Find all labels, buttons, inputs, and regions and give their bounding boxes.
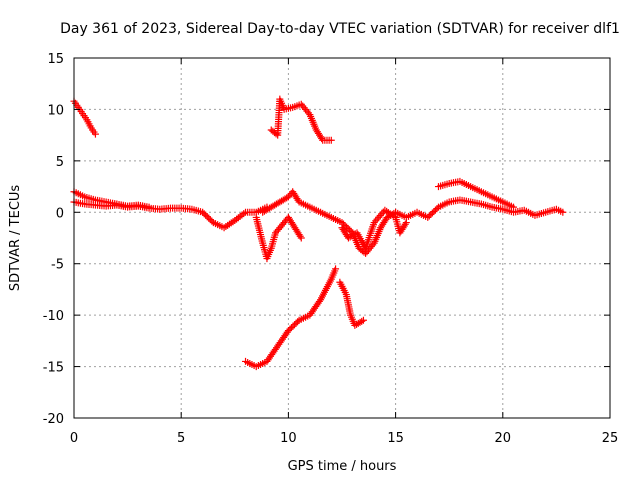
data-point-interp (315, 297, 323, 305)
data-point-interp (291, 321, 299, 329)
data-point (402, 219, 410, 227)
data-point-interp (344, 224, 352, 232)
plot-area-border (73, 57, 611, 419)
y-tick-label: -15 (43, 361, 64, 376)
data-point-interp (431, 206, 439, 214)
data-point-interp (208, 217, 216, 225)
x-tick-label: 0 (70, 431, 78, 446)
data-point-interp (286, 325, 294, 333)
data-point-interp (289, 322, 297, 330)
y-tick-label: 5 (56, 155, 64, 170)
y-tick-label: -10 (43, 309, 64, 324)
data-point (510, 203, 518, 211)
x-tick-label: 20 (495, 431, 512, 446)
data-point-interp (292, 319, 300, 327)
data-point-interp (294, 318, 302, 326)
data-point-interp (428, 209, 436, 217)
data-point-interp (430, 208, 438, 216)
data-point-interp (205, 214, 213, 222)
data-point-interp (376, 212, 384, 220)
x-tick-label: 15 (387, 431, 404, 446)
data-point-interp (425, 212, 433, 220)
data-point-interp (296, 232, 304, 240)
y-axis-ticks: -20 -15 -10 -5 0 5 10 15 (43, 52, 610, 427)
data-point-interp (202, 211, 210, 219)
y-tick-label: 15 (47, 52, 64, 67)
y-axis-label: SDTVAR / TECUs (8, 185, 23, 292)
data-point-interp (346, 226, 354, 234)
data-point (332, 265, 340, 273)
data-point-interp (304, 109, 312, 117)
data-point-interp (401, 220, 409, 228)
grid-lines (74, 58, 610, 418)
data-point-interp (433, 205, 441, 213)
data-point-interp (206, 216, 214, 224)
x-tick-label: 25 (602, 431, 619, 446)
data-point (284, 327, 292, 335)
data-point (91, 130, 99, 138)
data-point-interp (369, 241, 377, 249)
data-point-interp (343, 223, 351, 231)
x-axis-ticks: 0 5 10 15 20 25 (70, 58, 618, 446)
data-point-interp (318, 135, 326, 143)
data-point-interp (203, 213, 211, 221)
y-tick-label: -20 (43, 412, 64, 427)
data-point (297, 234, 305, 242)
data-point-interp (287, 324, 295, 332)
y-tick-label: 10 (47, 103, 64, 118)
data-point-interp (375, 213, 383, 221)
x-tick-label: 10 (280, 431, 297, 446)
data-points (70, 95, 567, 371)
x-axis-label: GPS time / hours (288, 459, 397, 474)
data-point (145, 203, 153, 211)
data-point (559, 208, 567, 216)
data-point (359, 316, 367, 324)
y-tick-label: 0 (56, 206, 64, 221)
x-tick-label: 5 (177, 431, 185, 446)
data-point-interp (200, 210, 208, 218)
y-tick-label: -5 (51, 258, 64, 273)
data-point (327, 136, 335, 144)
data-point-interp (358, 317, 366, 325)
data-point-interp (427, 210, 435, 218)
chart-title: Day 361 of 2023, Sidereal Day-to-day VTE… (60, 21, 620, 37)
data-point (424, 213, 432, 221)
data-point (199, 208, 207, 216)
data-point-interp (373, 215, 381, 223)
